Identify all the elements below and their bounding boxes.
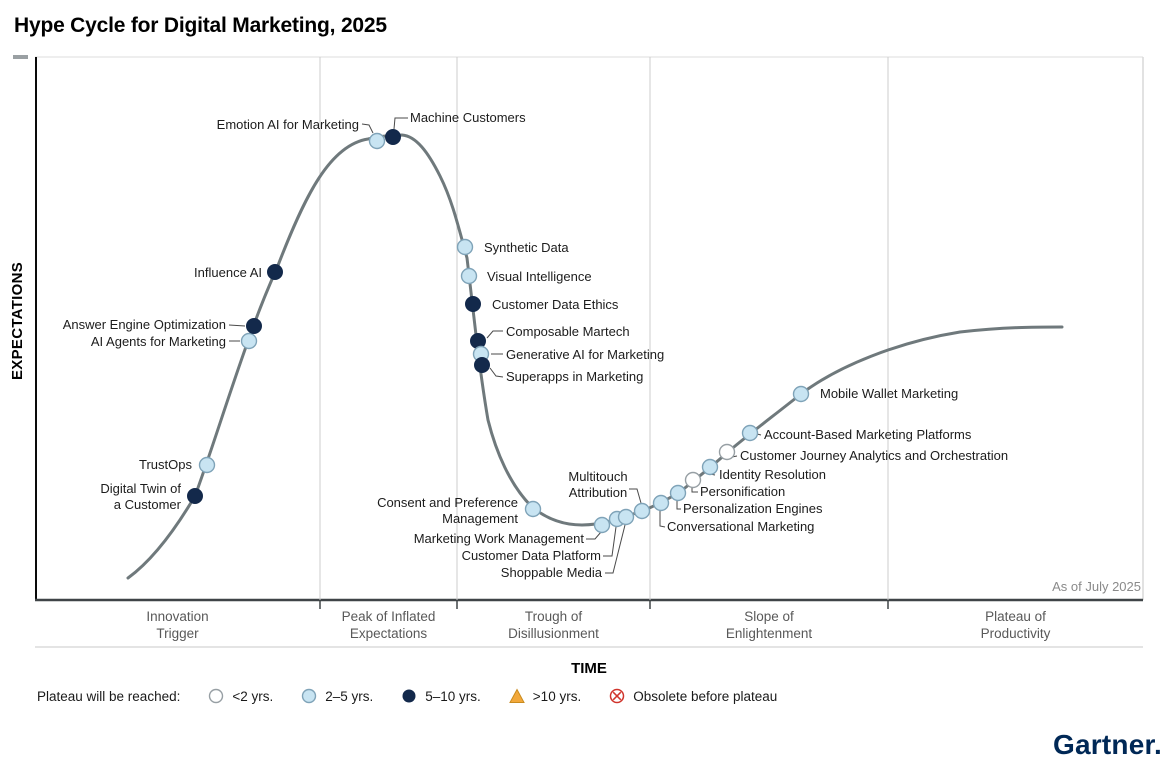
point-dot-multitouch-attribution xyxy=(633,502,651,520)
gartner-logo: Gartner. xyxy=(1053,729,1162,760)
point-dot-superapps-in-marketing xyxy=(474,357,490,373)
legend-item-label: Obsolete before plateau xyxy=(633,688,778,704)
leader-line-superapps-in-marketing xyxy=(489,367,504,378)
point-dot-digital-twin-of-a-customer xyxy=(187,488,203,504)
legend-item-label: <2 yrs. xyxy=(232,688,274,704)
point-dot-customer-journey-analytics-and-orchestration xyxy=(718,443,736,461)
leader-line-conversational-marketing xyxy=(659,510,666,528)
plateau-legend: Plateau will be reached: <2 yrs. 2–5 yrs.… xyxy=(37,688,777,704)
leader-line-shoppable-media xyxy=(605,524,626,574)
legend-item-2-5-yrs: 2–5 yrs. xyxy=(301,688,373,704)
leader-line-emotion-ai-for-marketing xyxy=(361,123,374,134)
point-dot-answer-engine-optimization xyxy=(246,318,262,334)
point-dot-synthetic-data xyxy=(456,238,474,256)
obsolete-icon xyxy=(609,688,625,704)
point-dot-account-based-marketing-platforms xyxy=(741,424,759,442)
point-dot-marketing-work-management xyxy=(593,516,611,534)
point-dot-visual-intelligence xyxy=(460,267,478,285)
point-dot-consent-and-preference-management xyxy=(524,500,542,518)
triangle-icon xyxy=(508,688,525,703)
legend-prefix: Plateau will be reached: xyxy=(37,688,181,704)
legend-item-label: >10 yrs. xyxy=(532,688,582,704)
leader-line-customer-data-platform xyxy=(603,526,617,557)
point-dot-ai-agents-for-marketing xyxy=(240,332,258,350)
point-dot-shoppable-media xyxy=(617,508,635,526)
leader-line-answer-engine-optimization xyxy=(228,324,246,327)
point-dot-customer-data-ethics xyxy=(465,296,481,312)
leader-line-personalization-engines xyxy=(676,500,681,510)
legend-item-obsolete-before-plateau: Obsolete before plateau xyxy=(609,688,777,704)
point-dot-trustops xyxy=(198,456,216,474)
legend-item-label: 2–5 yrs. xyxy=(325,688,374,704)
light-circle-icon xyxy=(302,688,317,704)
leader-line-machine-customers xyxy=(393,117,408,130)
page-title: Hype Cycle for Digital Marketing, 2025 xyxy=(14,14,387,37)
legend-item-5-10-yrs: 5–10 yrs. xyxy=(401,688,481,704)
legend-item-label: 5–10 yrs. xyxy=(425,688,481,704)
leader-line-composable-martech xyxy=(486,330,503,339)
point-dot-emotion-ai-for-marketing xyxy=(368,132,386,150)
legend-item-2-yrs: <2 yrs. xyxy=(208,688,273,704)
legend-item-10-yrs: >10 yrs. xyxy=(508,688,582,704)
leader-line-personification xyxy=(691,487,698,493)
leader-line-multitouch-attribution xyxy=(629,488,642,504)
dark-circle-icon xyxy=(402,689,416,703)
open-circle-icon xyxy=(209,688,224,704)
point-dot-identity-resolution xyxy=(701,458,719,476)
as-of-date: As of July 2025 xyxy=(1052,579,1141,594)
point-dot-machine-customers xyxy=(385,129,401,145)
y-axis-label: EXPECTATIONS xyxy=(9,261,26,381)
x-axis-label: TIME xyxy=(571,660,607,677)
hype-cycle-curve xyxy=(126,133,1064,580)
point-dot-personalization-engines xyxy=(669,484,687,502)
legend-items: <2 yrs. 2–5 yrs. 5–10 yrs. >10 yrs. Obsolet… xyxy=(208,688,777,704)
point-dot-mobile-wallet-marketing xyxy=(792,385,810,403)
point-dot-influence-ai xyxy=(267,264,283,280)
point-dot-personification xyxy=(684,471,702,489)
point-dot-conversational-marketing xyxy=(652,494,670,512)
leader-line-marketing-work-management xyxy=(586,531,602,540)
